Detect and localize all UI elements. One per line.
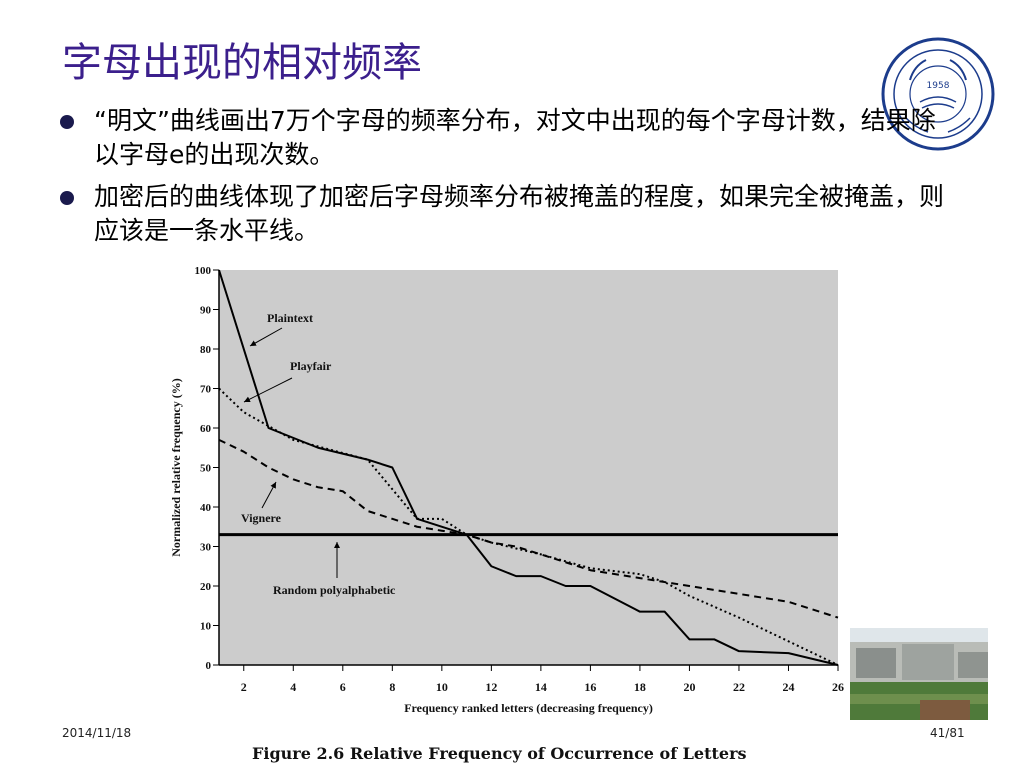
x-tick-label: 14 — [535, 680, 547, 694]
y-tick-label: 60 — [200, 423, 212, 435]
x-tick-label: 4 — [290, 680, 296, 694]
y-tick-label: 50 — [200, 463, 212, 475]
x-tick-label: 24 — [782, 680, 794, 694]
y-tick-label: 30 — [200, 542, 212, 554]
y-tick-label: 20 — [200, 581, 212, 593]
bullet-item: 加密后的曲线体现了加密后字母频率分布被掩盖的程度，如果完全被掩盖，则应该是一条水… — [60, 180, 960, 248]
x-tick-label: 18 — [634, 680, 646, 694]
y-tick-label: 90 — [200, 305, 212, 317]
figure-caption: Figure 2.6 Relative Frequency of Occurre… — [252, 744, 747, 763]
campus-photo — [850, 628, 988, 720]
x-tick-label: 26 — [832, 680, 844, 694]
x-axis-label: Frequency ranked letters (decreasing fre… — [404, 701, 653, 715]
y-tick-label: 10 — [200, 621, 212, 633]
y-axis-label: Normalized relative frequency (%) — [169, 378, 183, 557]
x-tick-label: 2 — [241, 680, 247, 694]
slide-title: 字母出现的相对频率 — [62, 40, 422, 86]
x-tick-label: 22 — [733, 680, 745, 694]
x-tick-label: 8 — [389, 680, 395, 694]
svg-text:1958: 1958 — [927, 81, 950, 91]
y-tick-label: 80 — [200, 344, 212, 356]
bullet-text: “明文”曲线画出7万个字母的频率分布，对文中出现的每个字母计数，结果除以字母e的… — [94, 106, 936, 169]
series-line-0 — [218, 269, 839, 666]
y-tick-label: 70 — [200, 384, 212, 396]
bullet-list: “明文”曲线画出7万个字母的频率分布，对文中出现的每个字母计数，结果除以字母e的… — [60, 104, 960, 256]
university-logo: 1958 — [881, 37, 995, 151]
series-label-1: Playfair — [290, 359, 332, 373]
x-tick-label: 6 — [340, 680, 346, 694]
series-line-2 — [218, 438, 839, 619]
x-tick-label: 12 — [485, 680, 497, 694]
bullet-icon — [60, 191, 74, 205]
plot-background — [219, 270, 838, 665]
bullet-item: “明文”曲线画出7万个字母的频率分布，对文中出现的每个字母计数，结果除以字母e的… — [60, 104, 960, 172]
bullet-icon — [60, 115, 74, 129]
page-number: 41/81 — [930, 726, 965, 740]
y-tick-label: 100 — [195, 265, 212, 277]
series-label-3: Random polyalphabetic — [273, 583, 396, 597]
series-label-2: Vignere — [241, 511, 282, 525]
x-tick-label: 20 — [683, 680, 695, 694]
series-arrow-1 — [243, 377, 293, 403]
series-arrow-2 — [261, 481, 277, 509]
y-tick-label: 40 — [200, 502, 212, 514]
x-tick-label: 10 — [436, 680, 448, 694]
x-tick-label: 16 — [584, 680, 596, 694]
series-label-0: Plaintext — [267, 311, 313, 325]
footer-date: 2014/11/18 — [62, 726, 132, 740]
bullet-text: 加密后的曲线体现了加密后字母频率分布被掩盖的程度，如果完全被掩盖，则应该是一条水… — [94, 182, 945, 245]
series-arrow-0 — [249, 327, 283, 347]
y-tick-label: 0 — [206, 660, 212, 672]
